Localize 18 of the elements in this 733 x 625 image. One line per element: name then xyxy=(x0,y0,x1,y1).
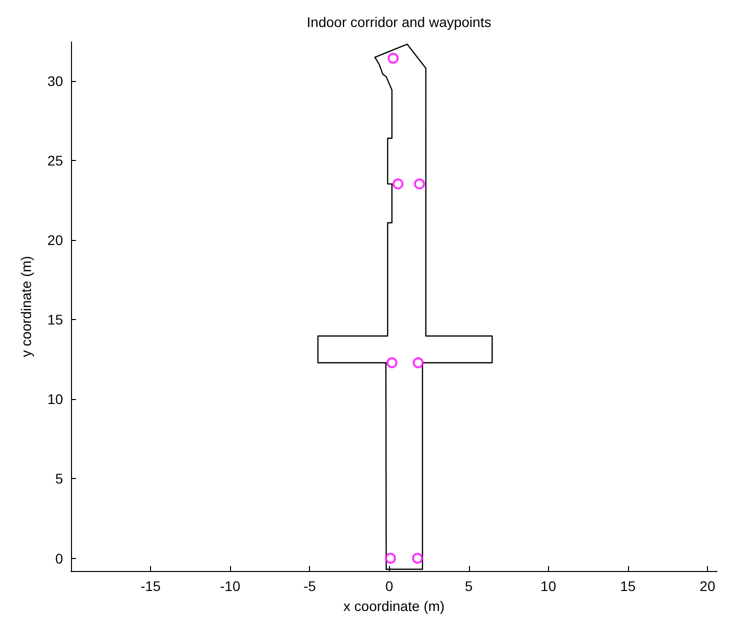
x-axis-title: x coordinate (m) xyxy=(343,598,445,614)
x-tick-label: -10 xyxy=(220,578,240,594)
y-tick-label: 20 xyxy=(47,232,64,248)
y-tick-label: 30 xyxy=(47,72,64,89)
x-tick-label: -15 xyxy=(140,578,161,594)
x-tick-label: 5 xyxy=(464,578,473,594)
x-tick-label: -5 xyxy=(303,578,316,594)
y-tick-label: 10 xyxy=(47,391,64,408)
y-tick-label: 15 xyxy=(47,312,64,328)
y-tick-label: 0 xyxy=(55,550,64,566)
x-tick-label: 15 xyxy=(620,578,636,594)
y-tick-label: 25 xyxy=(47,152,64,169)
chart-title: Indoor corridor and waypoints xyxy=(306,14,492,30)
x-tick-label: 0 xyxy=(385,578,394,594)
y-tick-label: 5 xyxy=(55,470,64,487)
x-tick-label: 20 xyxy=(700,578,716,594)
x-tick-label: 10 xyxy=(540,578,556,594)
y-axis-title: y coordinate (m) xyxy=(18,256,34,358)
